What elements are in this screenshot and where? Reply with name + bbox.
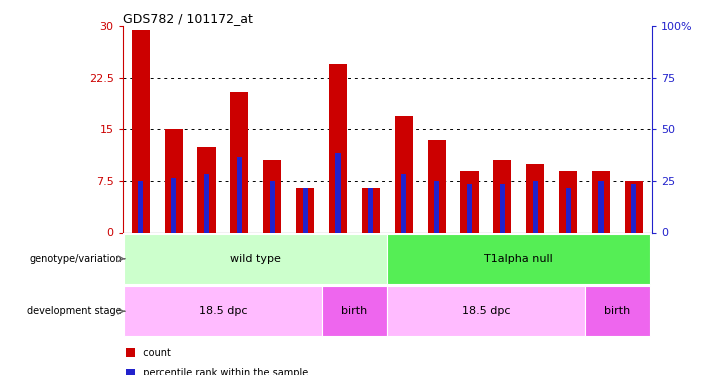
Bar — [533, 181, 538, 232]
Bar — [270, 181, 275, 232]
Bar — [559, 171, 577, 232]
Bar — [336, 153, 341, 232]
Bar — [401, 174, 407, 232]
Text: GDS782 / 101172_at: GDS782 / 101172_at — [123, 12, 252, 25]
Bar — [138, 181, 143, 232]
Text: wild type: wild type — [231, 254, 281, 264]
Text: 18.5 dpc: 18.5 dpc — [462, 306, 510, 316]
Bar — [237, 157, 242, 232]
Text: development stage: development stage — [27, 306, 122, 316]
Bar — [124, 234, 388, 284]
Bar — [231, 92, 248, 232]
Text: count: count — [137, 348, 170, 357]
Bar — [329, 64, 347, 232]
Bar — [296, 188, 314, 232]
Bar — [599, 181, 604, 232]
Text: T1alpha null: T1alpha null — [484, 254, 553, 264]
Bar — [132, 30, 150, 232]
Bar — [592, 171, 610, 232]
Bar — [632, 184, 637, 232]
Bar — [494, 160, 512, 232]
Text: 18.5 dpc: 18.5 dpc — [198, 306, 247, 316]
Bar — [467, 184, 472, 232]
Bar — [263, 160, 281, 232]
Bar — [165, 129, 183, 232]
Bar — [585, 286, 651, 336]
Bar — [500, 184, 505, 232]
Bar — [428, 140, 446, 232]
Bar — [526, 164, 544, 232]
Bar — [625, 181, 643, 232]
Bar — [362, 188, 380, 232]
Text: genotype/variation: genotype/variation — [29, 254, 122, 264]
Bar — [388, 234, 651, 284]
Bar — [198, 147, 215, 232]
Bar — [171, 177, 176, 232]
Bar — [124, 286, 322, 336]
Bar — [303, 188, 308, 232]
Bar — [368, 188, 374, 232]
Bar — [322, 286, 388, 336]
Bar — [434, 181, 439, 232]
Text: birth: birth — [604, 306, 630, 316]
Bar — [395, 116, 413, 232]
Bar — [461, 171, 479, 232]
Text: birth: birth — [341, 306, 367, 316]
Bar — [388, 286, 585, 336]
Bar — [566, 188, 571, 232]
Text: percentile rank within the sample: percentile rank within the sample — [137, 368, 308, 375]
Bar — [204, 174, 209, 232]
